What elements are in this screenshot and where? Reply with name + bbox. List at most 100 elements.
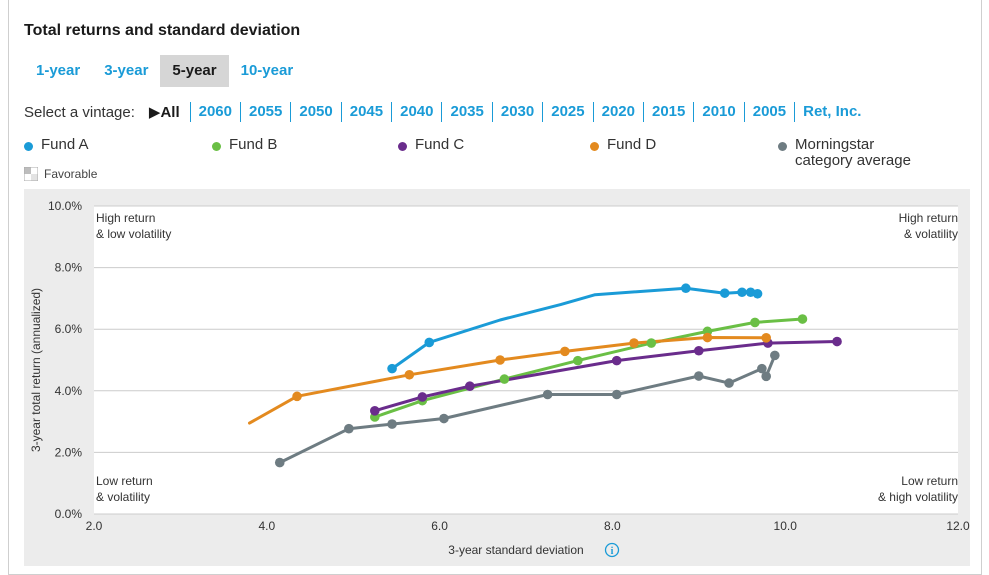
- legend-fund-d[interactable]: Fund D: [590, 137, 656, 153]
- legend-label-line-1: Morningstar: [795, 136, 875, 153]
- data-point-4: [611, 389, 622, 400]
- data-point-1: [573, 355, 583, 366]
- data-point-3: [560, 346, 570, 357]
- plot-area: [94, 206, 958, 514]
- favorable-legend: Favorable: [24, 167, 97, 181]
- data-point-3: [629, 338, 639, 348]
- series-line-3: [248, 336, 768, 425]
- favorable-label: Favorable: [44, 167, 98, 181]
- info-icon: [604, 542, 620, 558]
- data-point-2: [694, 345, 704, 356]
- data-point-3: [404, 369, 415, 380]
- data-point-0: [719, 288, 730, 298]
- data-point-4: [439, 413, 449, 424]
- vintage-2025[interactable]: 2025: [542, 102, 592, 122]
- data-point-2: [370, 406, 380, 416]
- data-point-1: [499, 374, 510, 384]
- data-point-4: [757, 363, 767, 374]
- data-point-3: [292, 391, 302, 402]
- data-point-0: [387, 363, 397, 374]
- data-point-2: [417, 392, 428, 402]
- series-line-1: [373, 317, 804, 419]
- data-point-2: [832, 336, 842, 347]
- tab-10-year[interactable]: 10-year: [240, 62, 294, 79]
- vintage-2055[interactable]: 2055: [239, 102, 290, 122]
- data-point-1: [797, 314, 808, 324]
- data-point-4: [761, 371, 771, 382]
- x-tick-label: 12.0: [946, 519, 970, 533]
- vintage-2015[interactable]: 2015: [642, 102, 693, 122]
- x-axis-label: 3-year standard deviation: [448, 543, 583, 557]
- category-average-dot-icon: [778, 142, 787, 151]
- quadrant-label-bottom-left: Low return: [96, 474, 153, 488]
- legend-fund-c[interactable]: Fund C: [398, 137, 464, 153]
- data-point-4: [344, 423, 354, 434]
- y-tick-label: 0.0%: [55, 507, 83, 521]
- info-icon-glyph: i: [611, 546, 614, 557]
- vintage-selector: Select a vintage: ▶All 2060 2055 2050 20…: [24, 100, 869, 124]
- legend-label-line-2: category average: [795, 152, 911, 169]
- legend-label: Fund B: [229, 136, 278, 153]
- x-tick-label: 4.0: [258, 519, 275, 533]
- vintage-2010[interactable]: 2010: [693, 102, 743, 122]
- tab-5-year[interactable]: 5-year: [160, 55, 229, 87]
- legend-label: Fund C: [415, 136, 465, 153]
- quadrant-label-top-right: & volatility: [904, 227, 958, 241]
- vintage-2020[interactable]: 2020: [592, 102, 643, 122]
- legend-fund-a[interactable]: Fund A: [24, 137, 89, 153]
- y-tick-label: 6.0%: [55, 322, 83, 336]
- period-tabs: 1-year 3-year 5-year 10-year: [24, 55, 305, 87]
- vintage-2040[interactable]: 2040: [391, 102, 441, 122]
- vintage-2030[interactable]: 2030: [491, 102, 542, 122]
- data-point-4: [542, 389, 553, 400]
- x-tick-label: 6.0: [431, 519, 448, 533]
- quadrant-label-top-right: High return: [899, 211, 958, 225]
- fund-d-dot-icon: [590, 142, 599, 151]
- vintage-2035[interactable]: 2035: [441, 102, 491, 122]
- legend-category-average[interactable]: Morningstar category average: [778, 137, 911, 169]
- fund-c-dot-icon: [398, 142, 407, 151]
- quadrant-label-bottom-right: Low return: [901, 474, 958, 488]
- tab-3-year[interactable]: 3-year: [104, 62, 149, 79]
- data-point-4: [387, 419, 397, 429]
- fund-b-dot-icon: [212, 142, 221, 151]
- vintage-all[interactable]: ▶All: [148, 104, 180, 121]
- quadrant-label-top-left: & low volatility: [96, 227, 171, 241]
- favorable-quadrant-icon: [24, 167, 38, 181]
- quadrant-label-bottom-right: & high volatility: [878, 490, 958, 504]
- data-point-3: [495, 355, 505, 365]
- page-title: Total returns and standard deviation: [24, 22, 301, 39]
- data-point-0: [752, 288, 763, 299]
- vintage-2005[interactable]: 2005: [743, 102, 794, 122]
- data-point-3: [702, 332, 713, 343]
- data-point-4: [274, 457, 285, 468]
- vintage-2050[interactable]: 2050: [290, 102, 340, 122]
- data-point-4: [694, 371, 704, 381]
- vintage-label: Select a vintage:: [24, 103, 135, 121]
- data-point-0: [737, 287, 747, 298]
- x-tick-label: 10.0: [774, 519, 798, 533]
- x-tick-label: 8.0: [604, 519, 621, 533]
- vintage-2060[interactable]: 2060: [189, 102, 240, 122]
- data-point-0: [424, 337, 435, 348]
- data-point-1: [646, 338, 657, 348]
- legend-label: Morningstar category average: [795, 137, 911, 169]
- data-point-3: [761, 333, 771, 343]
- fund-a-dot-icon: [24, 142, 33, 151]
- data-point-2: [611, 355, 622, 366]
- quadrant-label-top-left: High return: [96, 211, 155, 225]
- tab-1-year[interactable]: 1-year: [36, 62, 81, 79]
- y-tick-label: 4.0%: [55, 384, 83, 398]
- y-axis-label: 3-year total return (annualized): [29, 288, 43, 452]
- y-tick-label: 8.0%: [55, 261, 83, 275]
- quadrant-label-bottom-left: & volatility: [96, 490, 150, 504]
- vintage-2045[interactable]: 2045: [340, 102, 391, 122]
- legend-fund-b[interactable]: Fund B: [212, 137, 277, 153]
- data-point-1: [750, 317, 760, 328]
- y-tick-label: 10.0%: [48, 199, 82, 213]
- data-point-0: [681, 283, 691, 294]
- vintage-ret-inc[interactable]: Ret, Inc.: [794, 102, 869, 122]
- legend-label: Fund D: [607, 136, 657, 153]
- y-tick-label: 2.0%: [55, 445, 83, 459]
